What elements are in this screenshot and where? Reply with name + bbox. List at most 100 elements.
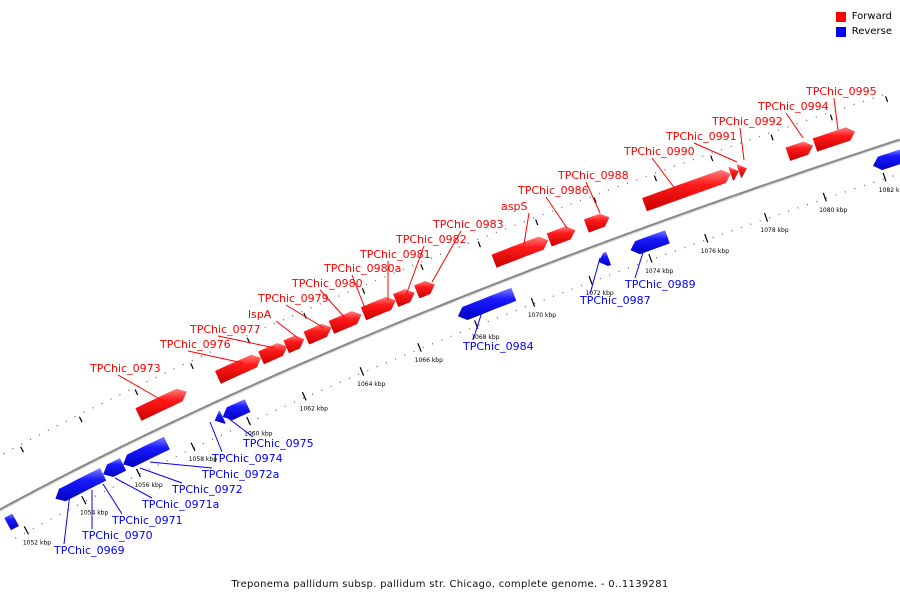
backbone-highlight (0, 140, 900, 512)
axis-tick-label: 1070 kbp (528, 312, 556, 319)
axis-tick (135, 468, 141, 478)
guide-tick (829, 114, 833, 121)
axis-tick (301, 391, 307, 401)
genome-caption: Treponema pallidum subsp. pallidum str. … (231, 579, 669, 590)
guide-tick (770, 134, 774, 141)
guide-tick (653, 175, 658, 182)
forward-label-leader (785, 112, 804, 139)
forward-gene-label: TPChic_0992 (711, 115, 783, 128)
reverse-label-leader (114, 477, 153, 499)
axis-tick-label: 1082 kbp (879, 187, 900, 194)
reverse-label-leader (139, 467, 183, 484)
axis-tick (822, 192, 827, 202)
guide-tick (420, 264, 424, 271)
axis-tick-label: 1058 kbp (189, 456, 217, 463)
guide-tick (134, 389, 139, 396)
axis-tick (704, 233, 709, 243)
forward-gene-label: TPChic_0983 (432, 218, 504, 231)
guide-tick (190, 363, 194, 370)
forward-label-leader (545, 196, 568, 229)
axis-tick-label: 1076 kbp (701, 248, 729, 255)
forward-label-leader (117, 374, 166, 403)
reverse-gene-label: TPChic_0970 (81, 529, 153, 542)
genome-backbone (0, 138, 900, 512)
reverse-gene (222, 399, 251, 421)
guide-tick (710, 155, 714, 162)
forward-gene (583, 213, 610, 233)
reverse-label-leader (209, 421, 223, 453)
forward-gene (258, 343, 288, 365)
forward-label-leader (739, 127, 745, 161)
reverse-gene-label: TPChic_0972 (171, 483, 243, 496)
guide-tick (361, 288, 366, 295)
axis-tick-label: 1072 kbp (585, 290, 613, 297)
reverse-gene (598, 251, 611, 266)
reverse-gene-label: TPChic_0972a (201, 468, 279, 481)
forward-gene-label: TPChic_0988 (557, 169, 629, 182)
axis-tick-label: 1064 kbp (357, 381, 385, 388)
reverse-gene (55, 468, 107, 502)
forward-gene (736, 164, 747, 178)
forward-gene (303, 323, 332, 345)
reverse-label-leader (634, 245, 646, 279)
forward-label-leader (285, 304, 325, 329)
legend-forward: Forward (835, 9, 892, 24)
forward-gene (135, 388, 187, 421)
forward-gene (215, 354, 262, 384)
forward-label-leader (187, 350, 244, 364)
axis-tick-label: 1068 kbp (471, 334, 499, 341)
axis-tick (763, 212, 769, 222)
reverse-gene (873, 149, 900, 171)
reverse-gene-label: TPChic_0969 (53, 544, 125, 557)
axis-tick-label: 1080 kbp (819, 207, 847, 214)
guide-tick (78, 416, 83, 423)
axis-tick-label: 1060 kbp (244, 430, 272, 437)
forward-label-leader (275, 320, 299, 339)
forward-gene (728, 167, 739, 181)
forward-gene (642, 169, 731, 212)
forward-label-leader (217, 335, 276, 349)
forward-guide (0, 93, 886, 457)
forward-gene (812, 127, 856, 152)
forward-gene-label: TPChic_0994 (757, 100, 829, 113)
reverse-gene (630, 230, 670, 255)
forward-label-leader (431, 230, 462, 283)
legend-reverse-label: Reverse (851, 26, 892, 37)
axis-tick (190, 442, 196, 452)
axis-tick (648, 253, 653, 263)
forward-gene-label: TPChic_0990 (623, 145, 695, 158)
reverse-label-leader (102, 483, 123, 515)
reverse-gene-label: TPChic_0971 (111, 514, 183, 527)
guide-tick (535, 219, 539, 226)
axis-tick (882, 172, 887, 182)
axis-tick-label: 1078 kbp (760, 227, 788, 234)
reverse-label-leader (149, 461, 213, 469)
forward-gene-label: TPChic_0980a (323, 262, 401, 275)
forward-label-leader (523, 212, 530, 245)
reverse-guide (15, 172, 900, 539)
axis-tick (588, 276, 593, 285)
axis-tick-label: 1054 kbp (80, 509, 108, 516)
forward-gene (393, 289, 415, 307)
gene-labels: TPChic_0973 TPChic_0976 TPChic_0977 lspA TPC… (53, 85, 877, 557)
axis-tick-label: 1066 kbp (415, 357, 443, 364)
backbone-line (0, 138, 900, 512)
guide-tick (303, 312, 307, 319)
reverse-label-leader (472, 311, 483, 341)
reverse-swatch (835, 26, 846, 37)
forward-label-leader (319, 289, 346, 319)
forward-gene-label: TPChic_0981 (359, 248, 431, 261)
axis-tick (81, 495, 87, 505)
reverse-gene-label: TPChic_0975 (242, 437, 314, 450)
axis-tick (246, 416, 252, 426)
axis-tick-label: 1056 kbp (134, 482, 162, 489)
forward-label-leader (405, 245, 425, 296)
forward-gene-label: TPChic_0991 (665, 130, 737, 143)
forward-label-leader (693, 142, 738, 163)
axis-tick-label: 1062 kbp (300, 406, 328, 413)
forward-gene (360, 296, 396, 321)
gene-features (4, 127, 900, 531)
scale-ticks: 1052 kbp 1054 kbp 1056 kbp 1058 kbp 1060 kbp… (20, 96, 900, 546)
axis-tick (417, 343, 422, 352)
reverse-label-leader (227, 417, 254, 438)
